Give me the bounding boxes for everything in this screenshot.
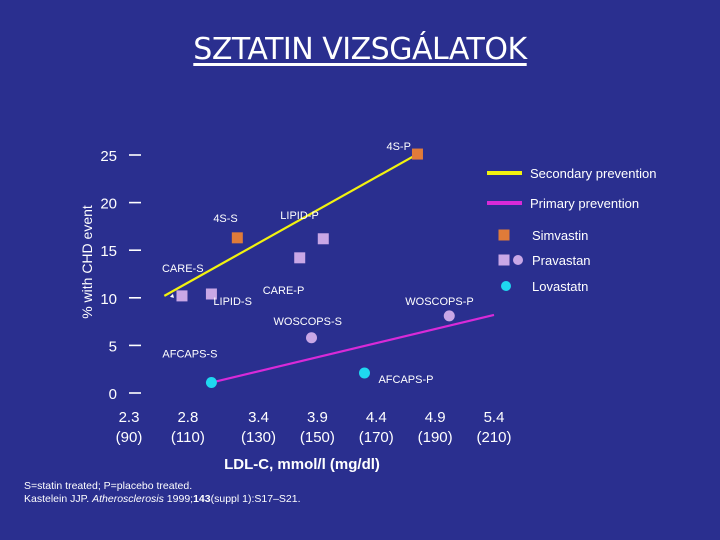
legend-square-simvastin <box>498 229 510 241</box>
marker-woscops-p <box>443 310 455 322</box>
legend-square-pravastan <box>498 254 510 266</box>
footnote-citation: Kastelein JJP. Atherosclerosis 1999;143(… <box>24 493 301 506</box>
marker-care-s <box>176 290 188 302</box>
marker-afcaps-s <box>205 377 217 389</box>
y-tick-label-15: 15 <box>100 243 117 260</box>
marker-lipid-s <box>205 288 217 300</box>
citation-year: 1999; <box>163 493 194 505</box>
label-lipid-p: LIPID-P <box>280 210 319 222</box>
marker-4s-p <box>411 148 423 160</box>
y-tick-label-5: 5 <box>109 338 117 355</box>
marker-lipid-p <box>317 233 329 245</box>
x-tick-sublabel-90: (90) <box>116 429 143 446</box>
label-care-s: CARE-S <box>162 263 204 275</box>
x-tick-sublabel-210: (210) <box>476 429 511 446</box>
chart-axes: 0 5 10 15 20 25 % with CHD event 2.3 (90) 2.8 (110… <box>79 148 512 473</box>
label-woscops-s: WOSCOPS-S <box>274 316 342 328</box>
x-tick-label-3-4: 3.4 <box>248 409 269 426</box>
trial-markers <box>176 148 455 389</box>
legend-circle-pravastan <box>513 255 523 265</box>
legend-label-pravastan: Pravastan <box>532 253 591 268</box>
y-tick-label-10: 10 <box>100 291 117 308</box>
marker-4s-s <box>231 232 243 244</box>
citation-journal: Atherosclerosis <box>92 493 164 505</box>
citation-author: Kastelein JJP. <box>24 493 93 505</box>
x-tick-label-2-8: 2.8 <box>177 409 198 426</box>
legend: Secondary prevention Primary prevention Si… <box>487 166 656 294</box>
line-secondary-prevention <box>163 153 419 297</box>
legend-label-primary-prevention: Primary prevention <box>530 196 639 211</box>
legend-circle-lovastatn <box>501 281 511 291</box>
citation-pages: (suppl 1):S17–S21. <box>210 493 301 505</box>
line-primary-prevention <box>211 313 495 384</box>
x-tick-label-4-9: 4.9 <box>425 409 446 426</box>
x-tick-label-5-4: 5.4 <box>484 409 505 426</box>
x-tick-label-3-9: 3.9 <box>307 409 328 426</box>
y-tick-label-0: 0 <box>109 386 117 403</box>
x-tick-label-4-4: 4.4 <box>366 409 387 426</box>
x-tick-label-2-3: 2.3 <box>119 409 140 426</box>
x-tick-sublabel-190: (190) <box>418 429 453 446</box>
marker-afcaps-p <box>358 367 370 379</box>
citation-volume: 143 <box>193 493 211 505</box>
label-woscops-p: WOSCOPS-P <box>405 296 473 308</box>
label-afcaps-s: AFCAPS-S <box>162 349 217 361</box>
marker-care-p <box>294 252 306 264</box>
care-s-pointer <box>169 293 174 298</box>
label-care-p: CARE-P <box>263 285 305 297</box>
label-4s-p: 4S-P <box>386 141 410 153</box>
prevention-lines <box>163 153 495 384</box>
y-tick-label-25: 25 <box>100 148 117 165</box>
y-axis-label: % with CHD event <box>79 205 95 319</box>
x-tick-sublabel-170: (170) <box>359 429 394 446</box>
marker-woscops-s <box>306 332 317 344</box>
slide-title: SZTATIN VIZSGÁLATOK <box>193 32 527 67</box>
x-tick-sublabel-150: (150) <box>300 429 335 446</box>
label-lipid-s: LIPID-S <box>213 296 252 308</box>
trial-labels: 4S-P 4S-S LIPID-P LIPID-S CARE-P CARE-S WOSCOP… <box>162 141 474 386</box>
legend-label-lovastatn: Lovastatn <box>532 279 588 294</box>
x-axis-label: LDL-C, mmol/l (mg/dl) <box>224 456 380 473</box>
footnote-abbreviations: S=statin treated; P=placebo treated. <box>24 480 193 492</box>
legend-label-simvastin: Simvastin <box>532 228 588 243</box>
x-tick-sublabel-110: (110) <box>171 429 205 446</box>
x-tick-sublabel-130: (130) <box>241 429 276 446</box>
footnote: S=statin treated; P=placebo treated. Kas… <box>24 480 301 506</box>
y-tick-label-20: 20 <box>100 196 117 213</box>
legend-label-secondary-prevention: Secondary prevention <box>530 166 656 181</box>
label-4s-s: 4S-S <box>213 213 237 225</box>
label-afcaps-p: AFCAPS-P <box>378 374 433 386</box>
